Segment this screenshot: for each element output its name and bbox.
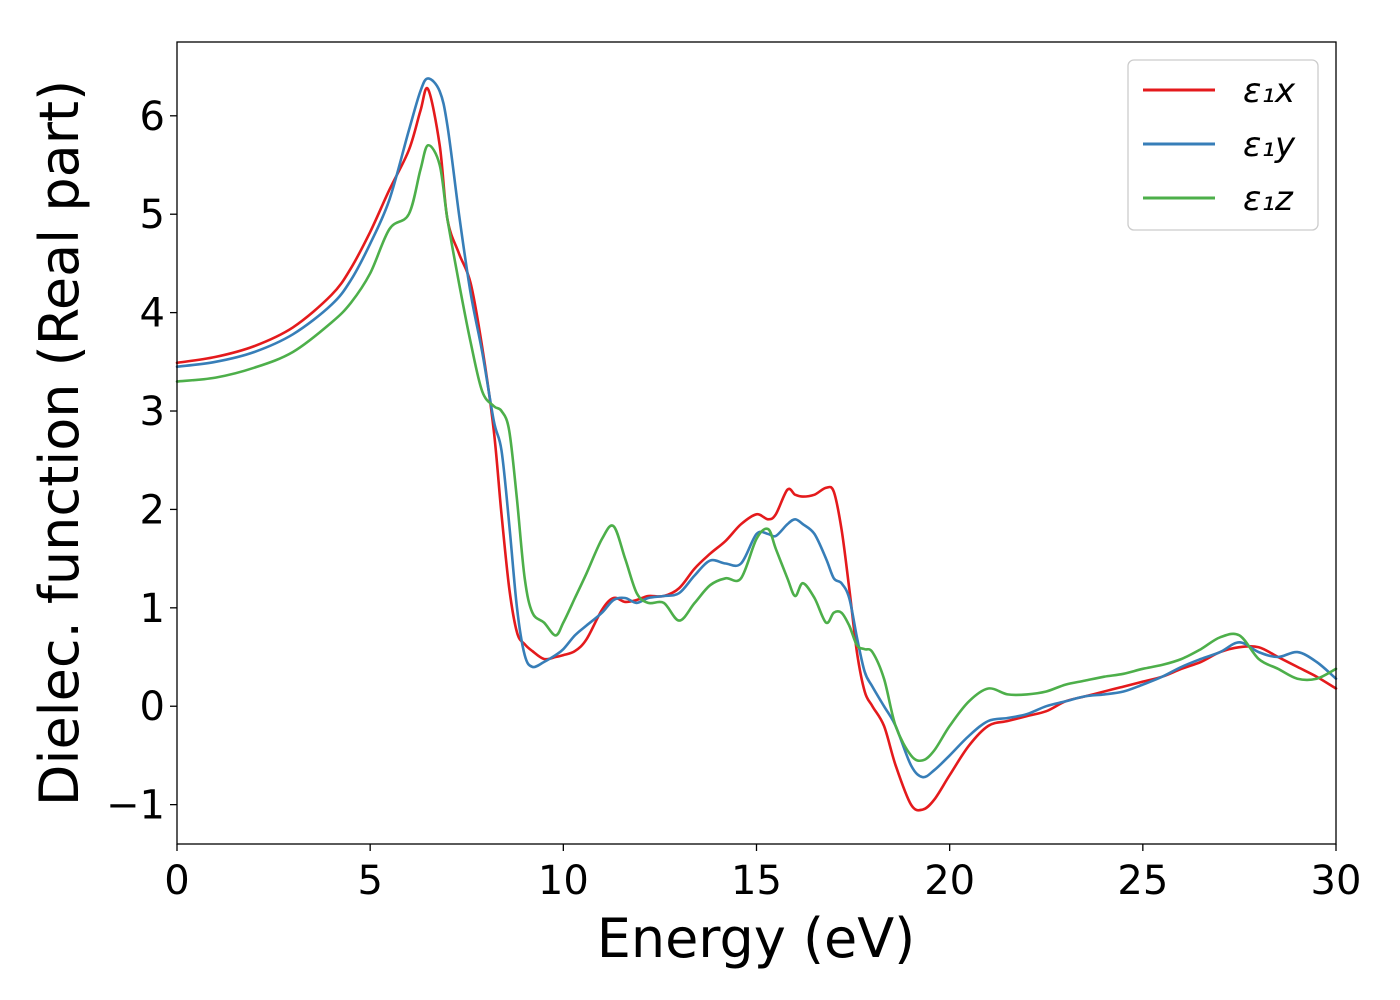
series-layer <box>175 77 1338 812</box>
y-tick-label: −1 <box>106 783 165 829</box>
x-tick-label: 15 <box>731 858 782 904</box>
y-tick-label: 4 <box>140 291 165 337</box>
x-tick-label: 30 <box>1311 858 1362 904</box>
y-tick-label: 2 <box>140 487 165 533</box>
y-tick-label: 6 <box>140 94 165 140</box>
x-tick-label: 25 <box>1117 858 1168 904</box>
x-tick-label: 5 <box>357 858 382 904</box>
ticks-layer: 0 5 10 15 20 25 30 −1 0 1 2 3 4 5 6 <box>106 94 1361 904</box>
y-tick-label: 5 <box>140 192 165 238</box>
legend-items: ε₁x ε₁y ε₁z <box>1143 71 1296 219</box>
y-tick-label: 3 <box>140 389 165 435</box>
series-line-3 <box>175 144 1338 763</box>
y-tick-label: 1 <box>140 586 165 632</box>
y-tick-label: 0 <box>140 684 165 730</box>
x-tick-label: 0 <box>164 858 189 904</box>
legend-box <box>1127 59 1319 231</box>
legend-label-3: ε₁z <box>1243 179 1294 219</box>
x-tick-label: 20 <box>924 858 975 904</box>
legend-label-2: ε₁y <box>1243 125 1296 165</box>
x-tick-label: 10 <box>538 858 589 904</box>
legend: ε₁x ε₁y ε₁z <box>1127 59 1319 231</box>
x-axis-label: Energy (eV) <box>597 907 916 970</box>
y-axis-label: Dielec. function (Real part) <box>28 80 91 806</box>
series-line-2 <box>175 77 1338 779</box>
legend-label-1: ε₁x <box>1243 71 1296 111</box>
